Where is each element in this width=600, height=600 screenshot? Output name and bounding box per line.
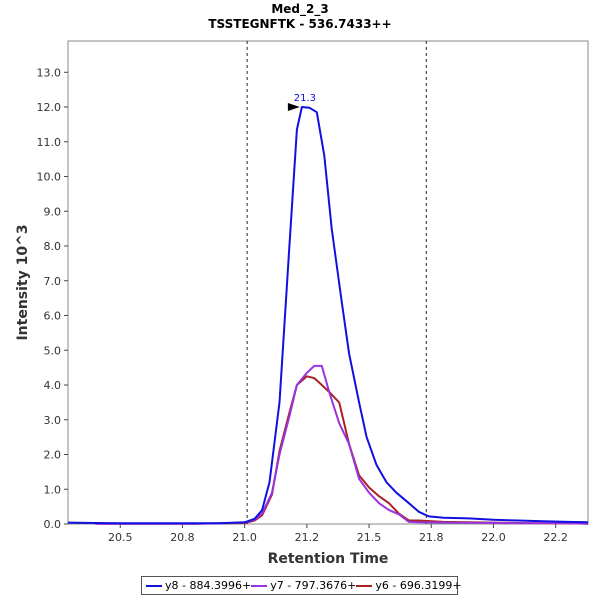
legend-swatch-y7	[251, 584, 268, 587]
chart-subtitle: TSSTEGNFTK - 536.7433++	[208, 17, 392, 31]
y-tick-label: 13.0	[37, 66, 62, 79]
x-tick-label: 21.0	[232, 531, 257, 544]
y-tick-label: 7.0	[44, 275, 62, 288]
legend-swatch-y8	[146, 584, 162, 587]
legend-item-y8: y8 - 884.3996+	[146, 579, 251, 592]
y-tick-label: 10.0	[37, 171, 62, 184]
y-tick-label: 5.0	[44, 344, 62, 357]
legend-label-y8: y8 - 884.3996+	[165, 579, 252, 592]
x-tick-label: 20.5	[108, 531, 133, 544]
legend: y8 - 884.3996+ y7 - 797.3676+ y6 - 696.3…	[141, 576, 462, 595]
series-line-y8	[67, 106, 589, 525]
legend-item-y6: y6 - 696.3199+	[356, 579, 462, 592]
x-axis-label: Retention Time	[268, 551, 389, 567]
y-tick-label: 6.0	[44, 310, 62, 323]
y-tick-label: 4.0	[44, 379, 62, 392]
x-tick-label: 22.2	[543, 531, 568, 544]
y-tick-label: 1.0	[44, 483, 62, 496]
y-tick-label: 11.0	[37, 136, 62, 149]
y-tick-label: 2.0	[44, 449, 62, 462]
x-tick-label: 21.5	[357, 531, 382, 544]
x-tick-label: 21.8	[419, 531, 444, 544]
plot-area	[67, 40, 589, 525]
peak-arrow	[287, 103, 300, 112]
y-tick-label: 0.0	[44, 518, 62, 531]
legend-label-y6: y6 - 696.3199+	[375, 579, 462, 592]
legend-label-y7: y7 - 797.3676+	[270, 579, 357, 592]
x-tick-label: 21.2	[295, 531, 320, 544]
y-axis-label: Intensity 10^3	[15, 224, 31, 340]
y-tick-label: 9.0	[44, 205, 62, 218]
chart-title: Med_2_3	[271, 2, 329, 16]
y-tick-label: 12.0	[37, 101, 62, 114]
legend-item-y7: y7 - 797.3676+	[251, 579, 356, 592]
y-tick-label: 3.0	[44, 414, 62, 427]
peak-label: 21.3	[294, 93, 316, 104]
y-tick-label: 8.0	[44, 240, 62, 253]
x-tick-label: 20.8	[170, 531, 195, 544]
legend-swatch-y6	[356, 584, 373, 587]
x-tick-label: 22.0	[481, 531, 506, 544]
series-line-y7	[95, 364, 589, 525]
